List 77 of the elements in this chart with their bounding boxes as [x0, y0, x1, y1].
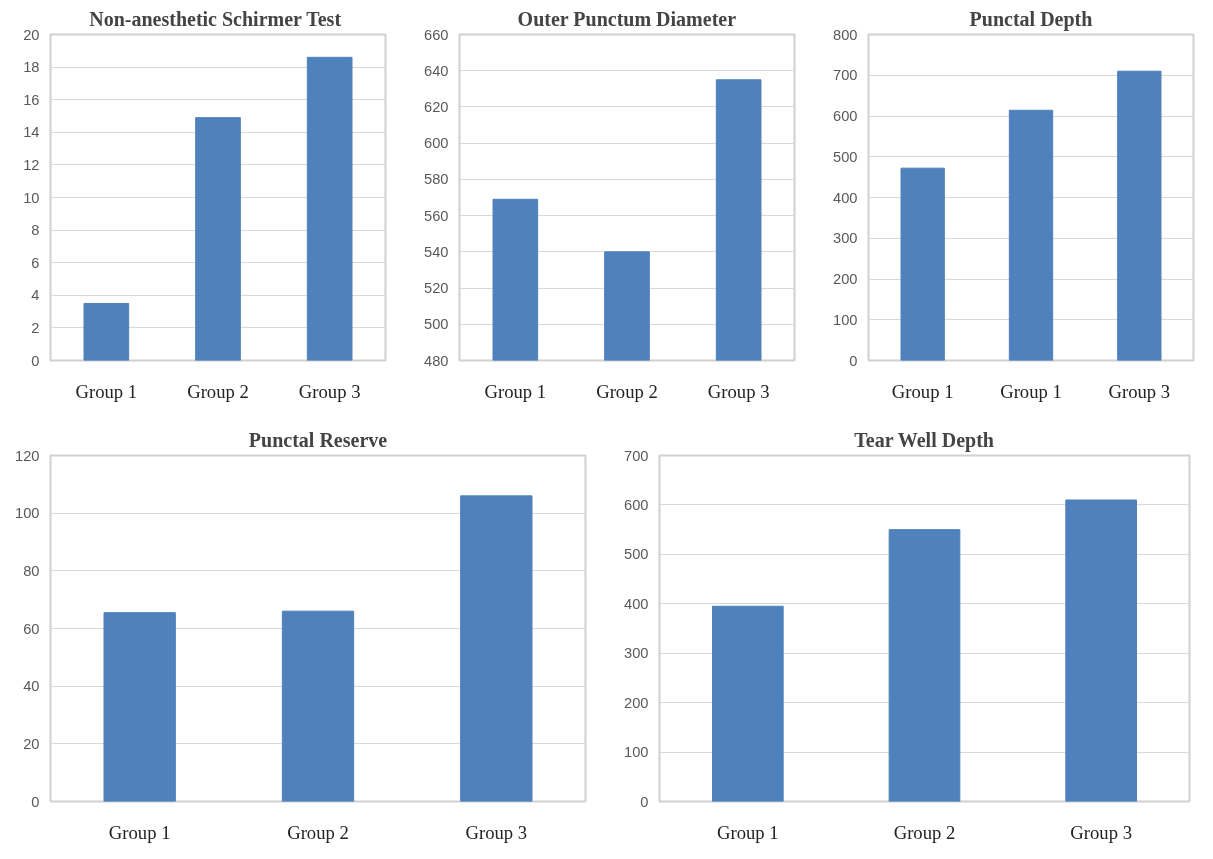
x-tick-label: Group 2: [287, 821, 349, 843]
bar: [1117, 70, 1162, 361]
y-tick-label: 80: [23, 562, 40, 579]
x-tick-label: Group 1: [1000, 380, 1062, 402]
y-tick-label: 600: [424, 135, 449, 152]
bar: [1065, 499, 1137, 802]
y-tick-label: 2: [31, 319, 40, 336]
x-tick-label: Group 3: [298, 380, 361, 402]
y-tick-label: 500: [424, 316, 449, 333]
x-tick-label: Group 3: [707, 380, 770, 402]
x-tick-label: Group 2: [596, 380, 658, 402]
y-tick-label: 600: [624, 496, 649, 513]
y-tick-label: 100: [833, 311, 858, 328]
bar: [900, 167, 945, 361]
y-tick-label: 660: [424, 26, 449, 43]
y-tick-label: 0: [31, 352, 40, 369]
bar: [460, 495, 533, 802]
x-tick-label: Group 3: [1070, 821, 1133, 843]
chart-title: Outer Punctum Diameter: [517, 7, 737, 30]
y-tick-label: 10: [23, 189, 40, 206]
bar: [103, 612, 176, 802]
bar: [306, 56, 353, 361]
y-tick-label: 400: [833, 189, 858, 206]
y-tick-label: 8: [31, 222, 40, 239]
y-tick-label: 200: [833, 271, 858, 287]
bar: [83, 302, 130, 361]
y-tick-label: 600: [833, 108, 858, 124]
y-tick-label: 500: [833, 148, 858, 165]
x-tick-label: Group 1: [484, 380, 547, 402]
x-tick-label: Group 1: [108, 821, 171, 843]
x-tick-label: Group 1: [717, 821, 779, 843]
bar: [281, 610, 355, 802]
bar: [195, 117, 241, 361]
x-tick-label: Group 1: [75, 380, 138, 402]
x-tick-label: Group 3: [1108, 380, 1171, 402]
y-tick-label: 580: [424, 171, 449, 188]
y-tick-label: 700: [624, 447, 649, 464]
chart-title: Non-anesthetic Schirmer Test: [89, 7, 342, 30]
y-tick-label: 300: [833, 230, 858, 247]
bar: [888, 529, 961, 802]
y-tick-label: 60: [23, 620, 40, 637]
y-tick-label: 18: [23, 59, 40, 76]
y-tick-label: 700: [833, 67, 858, 84]
y-tick-label: 16: [23, 91, 40, 108]
y-tick-label: 480: [424, 352, 449, 369]
y-tick-label: 560: [424, 207, 449, 224]
chart-title: Punctal Depth: [969, 7, 1093, 31]
y-tick-label: 20: [23, 26, 40, 43]
y-tick-label: 540: [424, 243, 449, 260]
bar: [712, 605, 784, 802]
y-tick-label: 500: [624, 546, 649, 563]
x-tick-label: Group 2: [187, 380, 249, 402]
chart-title: Punctal Reserve: [248, 428, 388, 451]
y-tick-label: 400: [624, 595, 649, 612]
y-tick-label: 100: [15, 505, 40, 522]
y-tick-label: 120: [15, 447, 40, 464]
y-tick-label: 0: [849, 352, 858, 369]
y-tick-label: 40: [23, 678, 40, 695]
y-tick-label: 20: [23, 735, 40, 752]
y-tick-label: 0: [640, 793, 649, 810]
y-tick-label: 100: [624, 744, 649, 761]
y-tick-label: 640: [424, 62, 449, 79]
x-tick-label: Group 1: [891, 380, 954, 402]
y-tick-label: 0: [31, 793, 40, 810]
y-tick-label: 800: [833, 26, 858, 43]
y-tick-label: 620: [424, 98, 449, 115]
y-tick-label: 4: [31, 287, 40, 304]
bar: [1008, 109, 1054, 361]
x-tick-label: Group 3: [465, 821, 528, 843]
y-tick-label: 12: [23, 156, 40, 173]
y-tick-label: 300: [624, 645, 649, 662]
x-tick-label: Group 2: [893, 821, 956, 843]
y-tick-label: 520: [424, 280, 449, 297]
y-tick-label: 14: [23, 124, 40, 141]
chart-title: Tear Well Depth: [854, 428, 994, 452]
y-tick-label: 6: [31, 254, 40, 271]
y-tick-label: 200: [624, 694, 649, 711]
